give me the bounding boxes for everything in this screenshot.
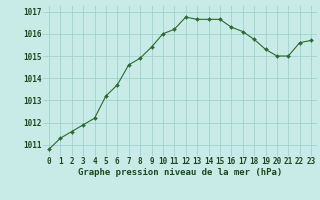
X-axis label: Graphe pression niveau de la mer (hPa): Graphe pression niveau de la mer (hPa) xyxy=(78,168,282,177)
